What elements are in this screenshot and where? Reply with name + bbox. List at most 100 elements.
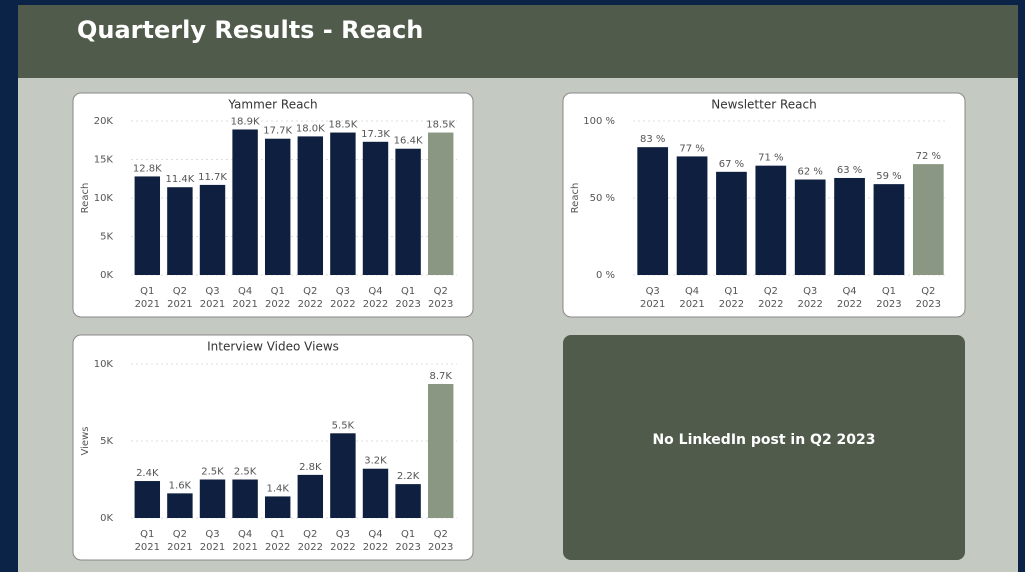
chart-title: Interview Video Views xyxy=(207,340,339,354)
x-tick-label: Q2 xyxy=(434,286,448,297)
x-tick-label: 2022 xyxy=(719,299,744,310)
x-tick-label: 2021 xyxy=(232,542,257,553)
x-tick-label: Q3 xyxy=(646,286,660,297)
x-tick-label: Q3 xyxy=(205,286,219,297)
y-tick-label: 0K xyxy=(100,513,113,524)
bar xyxy=(297,136,324,275)
bar xyxy=(362,468,389,518)
note-panel xyxy=(563,335,965,560)
value-label: 18.0K xyxy=(296,123,325,134)
x-tick-label: 2021 xyxy=(200,542,225,553)
x-tick-label: Q1 xyxy=(140,529,154,540)
value-label: 8.7K xyxy=(429,371,452,382)
x-tick-label: Q2 xyxy=(764,286,778,297)
x-tick-label: Q1 xyxy=(401,529,415,540)
value-label: 18.5K xyxy=(328,120,357,131)
x-tick-label: 2021 xyxy=(135,299,160,310)
value-label: 16.4K xyxy=(394,136,423,147)
x-tick-label: Q4 xyxy=(842,286,856,297)
y-axis-label: Views xyxy=(80,427,91,456)
value-label: 17.7K xyxy=(263,126,292,137)
x-tick-label: Q1 xyxy=(140,286,154,297)
bar xyxy=(297,474,324,518)
value-label: 2.2K xyxy=(397,471,420,482)
bar xyxy=(167,187,193,275)
value-label: 2.5K xyxy=(201,467,224,478)
bar xyxy=(395,148,421,275)
note: No LinkedIn post in Q2 2023 xyxy=(652,432,875,448)
value-label: 2.4K xyxy=(136,468,159,479)
x-tick-label: 2021 xyxy=(135,542,160,553)
x-tick-label: 2022 xyxy=(265,542,290,553)
x-tick-label: 2021 xyxy=(232,299,257,310)
x-tick-label: 2022 xyxy=(363,299,388,310)
x-tick-label: 2021 xyxy=(167,542,192,553)
x-tick-label: 2022 xyxy=(837,299,862,310)
value-label: 77 % xyxy=(679,143,704,154)
x-tick-label: Q3 xyxy=(803,286,817,297)
value-label: 5.5K xyxy=(332,420,355,431)
value-label: 11.4K xyxy=(165,174,194,185)
bar xyxy=(232,479,258,518)
x-tick-label: Q4 xyxy=(238,529,252,540)
x-tick-label: Q2 xyxy=(921,286,935,297)
x-tick-label: 2023 xyxy=(428,299,453,310)
bar xyxy=(330,132,356,275)
x-tick-label: 2022 xyxy=(265,299,290,310)
value-label: 2.5K xyxy=(234,467,257,478)
chart-title: Yammer Reach xyxy=(227,98,317,112)
x-tick-label: 2022 xyxy=(758,299,783,310)
page-title: Quarterly Results - Reach xyxy=(77,16,423,44)
bar xyxy=(167,493,193,518)
value-label: 12.8K xyxy=(133,163,162,174)
value-label: 3.2K xyxy=(364,456,387,467)
y-tick-label: 20K xyxy=(94,116,114,127)
value-label: 67 % xyxy=(719,159,744,170)
x-tick-label: 2021 xyxy=(679,299,704,310)
bar xyxy=(134,176,161,275)
x-tick-label: 2023 xyxy=(876,299,901,310)
x-tick-label: Q1 xyxy=(271,286,285,297)
y-tick-label: 15K xyxy=(94,155,114,166)
x-tick-label: Q2 xyxy=(173,529,187,540)
x-tick-label: Q1 xyxy=(724,286,738,297)
bar xyxy=(199,184,226,275)
x-tick-label: 2023 xyxy=(395,542,420,553)
x-tick-label: 2023 xyxy=(916,299,941,310)
x-tick-label: 2022 xyxy=(330,299,355,310)
x-tick-label: Q3 xyxy=(205,529,219,540)
x-tick-label: 2022 xyxy=(797,299,822,310)
bar xyxy=(330,433,356,518)
x-tick-label: Q4 xyxy=(368,286,382,297)
value-label: 1.4K xyxy=(266,483,289,494)
value-label: 18.5K xyxy=(426,120,455,131)
value-label: 2.8K xyxy=(299,462,322,473)
bar xyxy=(755,165,787,275)
bar xyxy=(912,164,944,275)
y-tick-label: 0 % xyxy=(596,270,615,281)
bar xyxy=(232,129,258,275)
value-label: 63 % xyxy=(837,165,862,176)
y-tick-label: 50 % xyxy=(590,193,615,204)
x-tick-label: Q1 xyxy=(401,286,415,297)
value-label: 11.7K xyxy=(198,172,227,183)
value-label: 59 % xyxy=(876,171,901,182)
x-tick-label: Q2 xyxy=(434,529,448,540)
x-tick-label: Q4 xyxy=(685,286,699,297)
bar xyxy=(427,132,454,275)
bar xyxy=(676,156,708,275)
y-tick-label: 100 % xyxy=(583,116,615,127)
y-axis-label: Reach xyxy=(570,183,581,214)
bar xyxy=(264,496,291,518)
value-label: 83 % xyxy=(640,134,665,145)
x-tick-label: Q2 xyxy=(173,286,187,297)
x-tick-label: Q2 xyxy=(303,529,317,540)
y-tick-label: 5K xyxy=(100,436,113,447)
x-tick-label: Q1 xyxy=(271,529,285,540)
x-tick-label: Q3 xyxy=(336,529,350,540)
x-tick-label: 2022 xyxy=(298,542,323,553)
value-label: 72 % xyxy=(916,151,941,162)
bar xyxy=(362,141,389,275)
x-tick-label: 2022 xyxy=(330,542,355,553)
